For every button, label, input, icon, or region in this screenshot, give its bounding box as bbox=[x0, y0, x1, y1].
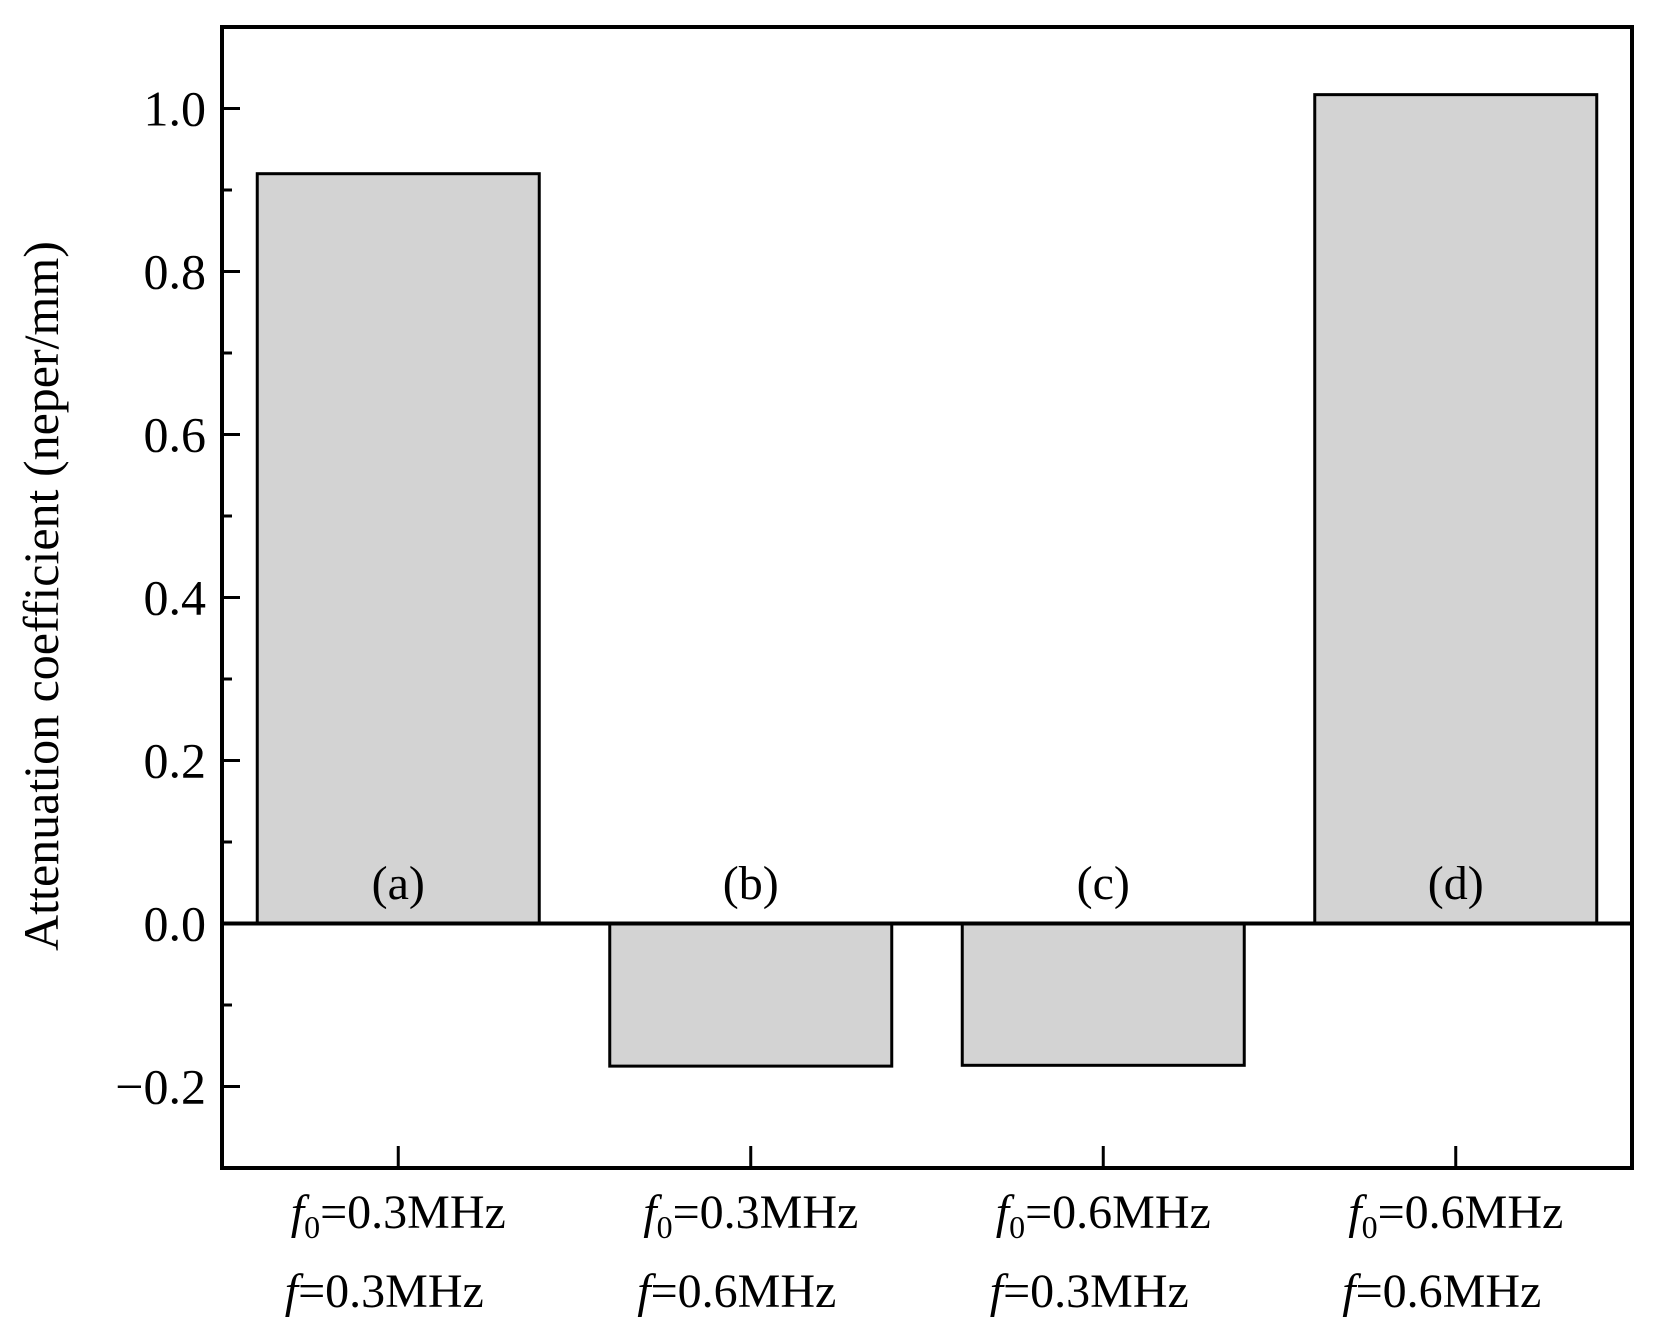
bar-1 bbox=[608, 922, 894, 1068]
bar-id-label: (b) bbox=[723, 857, 779, 910]
bar-id-label: (c) bbox=[1077, 857, 1130, 910]
category-label-f0: f0=0.3MHz bbox=[291, 1186, 506, 1245]
y-tick-label: 0.2 bbox=[144, 733, 207, 789]
bar-0 bbox=[255, 172, 541, 925]
y-tick-label: 0.8 bbox=[144, 244, 207, 300]
category-label-f: f=0.6MHz bbox=[637, 1265, 836, 1318]
category-label-f: f=0.3MHz bbox=[990, 1265, 1189, 1318]
y-axis-title: Attenuation coefficient (neper/mm) bbox=[13, 241, 69, 951]
y-tick-label: 0.4 bbox=[144, 570, 207, 626]
bar-3 bbox=[1313, 93, 1599, 925]
category-label-f0: f0=0.6MHz bbox=[1348, 1186, 1563, 1245]
y-tick-label: 0.0 bbox=[144, 896, 207, 952]
y-tick-label: 1.0 bbox=[144, 81, 207, 137]
bar-2 bbox=[960, 922, 1246, 1067]
y-tick-label: 0.6 bbox=[144, 407, 207, 463]
category-label-f: f=0.3MHz bbox=[285, 1265, 484, 1318]
category-label-f: f=0.6MHz bbox=[1342, 1265, 1541, 1318]
plot-area: −0.2 0.0 0.2 0.4 0.6 0.8 1.0 (a) f0=0.3MHz f=0.3M… bbox=[115, 25, 1634, 1318]
y-tick-label: −0.2 bbox=[115, 1059, 206, 1115]
category-label-f0: f0=0.6MHz bbox=[996, 1186, 1211, 1245]
category-label-f0: f0=0.3MHz bbox=[643, 1186, 858, 1245]
bar-id-label: (a) bbox=[372, 857, 425, 910]
bar-id-label: (d) bbox=[1428, 857, 1484, 910]
